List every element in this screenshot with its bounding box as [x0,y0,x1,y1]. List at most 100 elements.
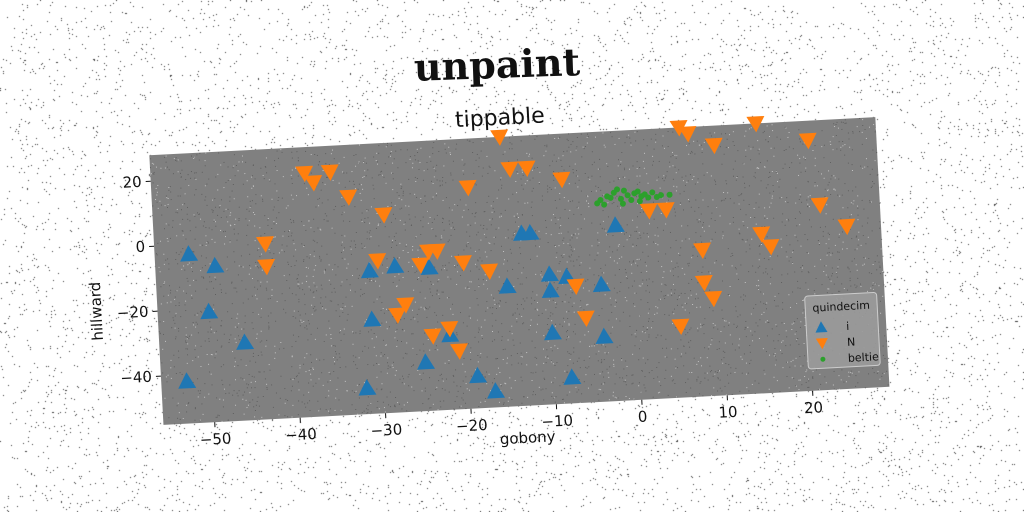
data-point-beltie [658,192,665,199]
data-point-beltie [634,188,641,195]
data-point-n [490,129,509,146]
data-point-i [498,277,517,294]
data-point-i [543,323,562,341]
data-point-n [810,197,829,214]
data-point-n [639,203,658,220]
data-point-i [386,257,405,274]
y-tick-label: −20 [116,303,149,323]
data-point-n [295,165,314,183]
y-axis-ticks: 20 0 −20 −40 [116,173,161,388]
data-point-beltie [601,201,608,208]
data-point-i [595,327,614,345]
data-point-i [180,245,199,262]
data-point-n [837,218,856,236]
legend-label-beltie: beltie [848,350,880,365]
data-point-beltie [607,194,614,201]
plot-noise [149,117,890,425]
x-tick-label: −30 [370,420,403,440]
data-point-n [374,207,393,224]
data-point-n [453,255,472,272]
data-point-beltie [619,200,626,207]
data-point-i [606,216,625,233]
legend-marker-i [815,321,828,333]
data-point-n [656,202,675,219]
x-tick-label: −10 [541,411,574,431]
data-point-beltie [597,196,604,203]
data-point-n [449,343,468,360]
x-axis-ticks: −50 −40 −30 −20 −10 0 10 20 [199,390,823,449]
data-point-n [304,175,323,192]
data-point-i [540,265,559,282]
x-axis-label: gobony [499,427,556,448]
data-point-beltie [617,195,624,202]
data-point-n [576,310,595,327]
data-point-beltie [645,194,652,201]
data-point-n [761,238,780,256]
data-point-beltie [620,187,627,194]
x-tick-label: −50 [199,429,232,449]
data-point-n [552,171,571,189]
data-point-i [469,366,488,384]
data-point-i [236,333,255,350]
data-point-n [798,132,817,150]
data-point-n [458,179,477,197]
data-point-beltie [666,191,673,198]
data-point-i [200,302,219,320]
data-point-n [480,263,499,280]
x-tick-label: 10 [718,403,738,422]
data-point-n [704,137,723,155]
legend-marker-beltie [820,356,826,362]
data-point-n [388,307,407,324]
data-point-n [566,278,585,295]
data-point-n [320,164,339,181]
data-point-n [746,115,765,133]
y-axis-label: hillward [86,281,107,341]
data-point-i [563,368,582,385]
data-point-i [417,353,436,370]
data-point-n [440,320,459,338]
data-point-n [517,160,536,178]
data-point-i [360,261,379,279]
data-point-n [669,120,688,137]
data-marks [178,115,856,399]
data-point-n [255,236,274,253]
data-point-n [752,226,771,243]
y-tick-label: −40 [120,368,153,388]
data-point-i [178,372,197,389]
data-point-i [521,223,540,241]
data-point-beltie [614,186,621,193]
data-point-beltie [628,196,635,203]
data-point-i [592,275,611,293]
data-point-n [693,242,712,259]
data-point-i [358,379,377,396]
y-tick-label: 20 [122,173,142,192]
data-point-i [363,310,382,327]
data-point-n [704,290,723,308]
x-tick-label: 20 [803,398,823,417]
legend-label-i: i [846,320,850,333]
data-point-i [541,281,560,299]
legend-title: quindecim [812,299,870,315]
data-point-n [396,297,415,314]
data-point-n [411,257,430,274]
legend-label-n: N [847,336,856,349]
chart-frame: tippable −50 −40 −30 −20 −10 0 10 20 200−20−40 … [86,103,890,449]
x-tick-label: −20 [456,416,489,436]
data-point-n [671,318,690,336]
data-point-i [487,382,506,399]
data-point-beltie [636,198,643,205]
figure-suptitle: unpaint [413,39,581,90]
data-point-i [420,258,439,276]
data-point-n [423,328,442,345]
legend-marker-n [815,337,828,350]
y-tick-label: 0 [135,238,145,256]
x-tick-label: 0 [637,408,647,426]
data-point-n [678,126,697,143]
data-point-n [694,275,713,292]
data-point-n [257,258,276,276]
data-point-n [500,161,519,178]
